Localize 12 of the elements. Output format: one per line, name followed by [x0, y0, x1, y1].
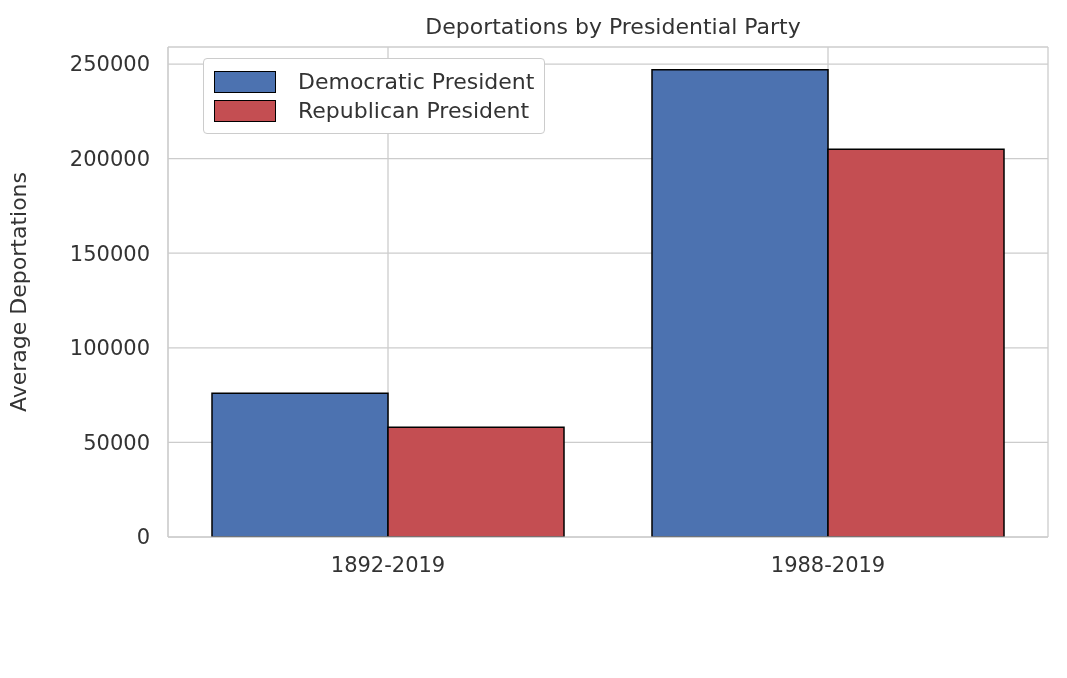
- chart-title: Deportations by Presidential Party: [424, 14, 802, 39]
- y-tick-label: 200000: [69, 147, 150, 172]
- y-axis-title: Average Deportations: [5, 172, 31, 412]
- legend-label: Democratic President: [298, 69, 535, 94]
- y-tick-label: 150000: [69, 241, 150, 266]
- y-tick-label: 50000: [83, 430, 150, 455]
- y-tick-label: 0: [136, 525, 150, 550]
- x-tick-label: 1988-2019: [770, 552, 886, 577]
- y-tick-label: 100000: [69, 336, 150, 361]
- y-tick-label: 250000: [69, 52, 150, 77]
- legend-label: Republican President: [298, 98, 530, 123]
- x-tick-label: 1892-2019: [330, 552, 446, 577]
